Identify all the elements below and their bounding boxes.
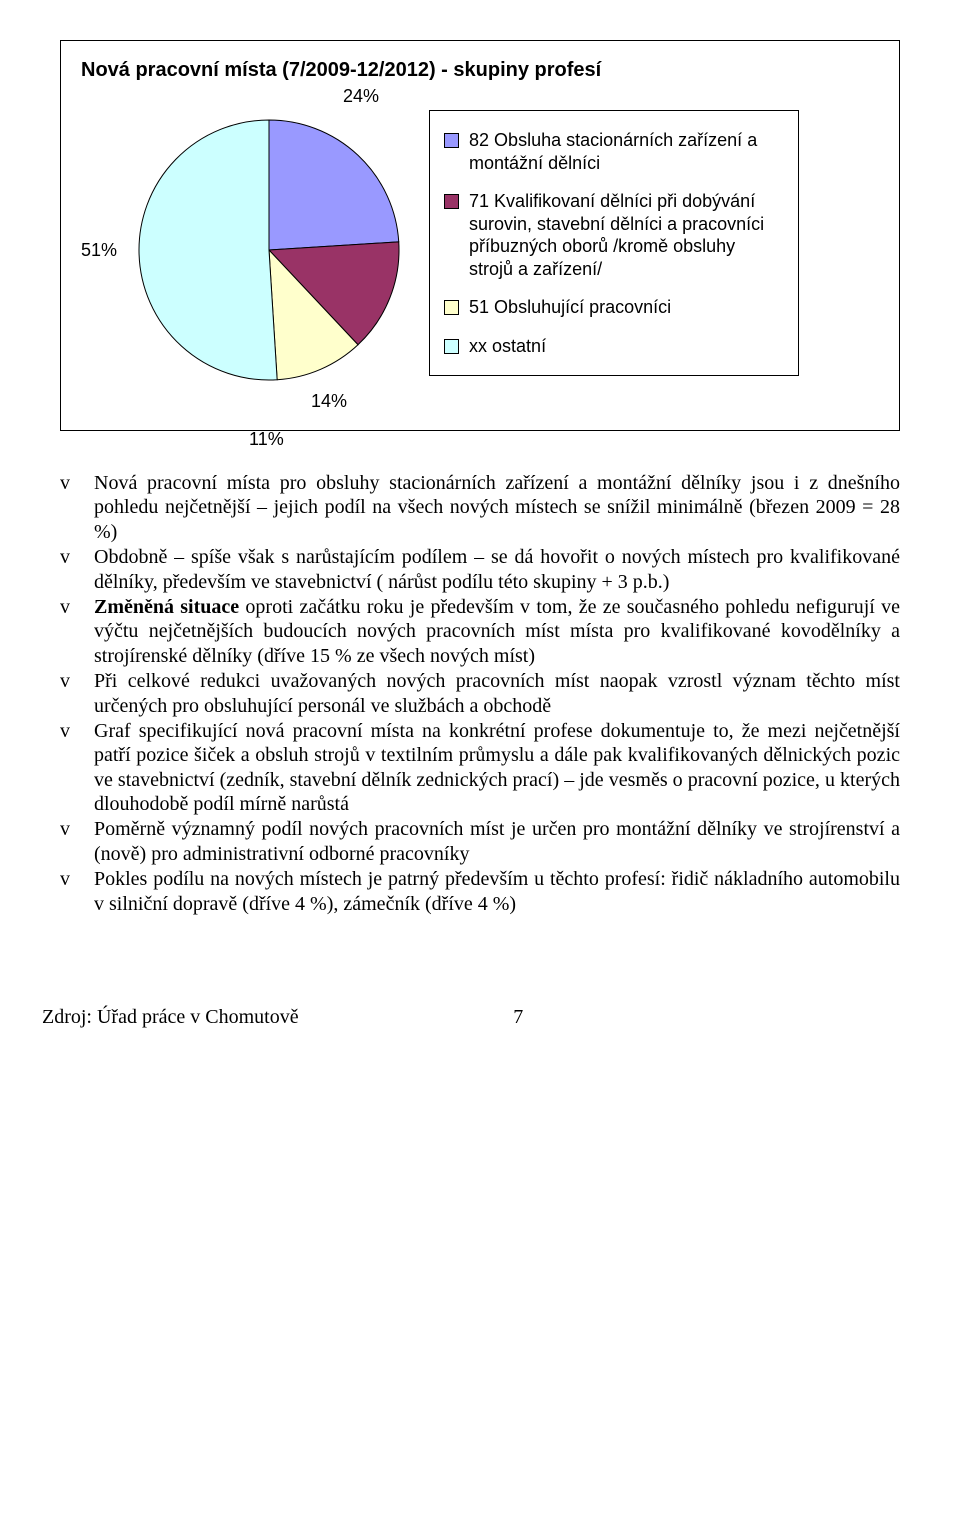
- chart-title: Nová pracovní místa (7/2009-12/2012) - s…: [81, 59, 879, 82]
- bullet-list: vNová pracovní místa pro obsluhy stacion…: [60, 471, 900, 916]
- legend-swatch: [444, 194, 459, 209]
- legend-item: 71 Kvalifikovaní dělníci při dobývání su…: [444, 182, 784, 288]
- legend-item: xx ostatní: [444, 327, 784, 366]
- bullet-marker: v: [60, 595, 94, 619]
- bullet-marker: v: [60, 719, 94, 743]
- bullet-item: vGraf specifikující nová pracovní místa …: [60, 719, 900, 817]
- chart-frame: Nová pracovní místa (7/2009-12/2012) - s…: [60, 40, 900, 431]
- legend-item: 82 Obsluha stacionárních zařízení a mont…: [444, 121, 784, 182]
- chart-body: 51% 24% 14% 11% 82 Obsluha stacionárních…: [81, 110, 879, 390]
- bullet-marker: v: [60, 545, 94, 569]
- bullet-item: vObdobně – spíše však s narůstajícím pod…: [60, 545, 900, 594]
- pie-wrap: 24% 14% 11%: [129, 110, 409, 390]
- slice-label-24: 24%: [343, 86, 379, 107]
- bullet-text: Při celkové redukci uvažovaných nových p…: [94, 669, 900, 718]
- pie-chart: [129, 110, 409, 390]
- bullet-text: Obdobně – spíše však s narůstajícím podí…: [94, 545, 900, 594]
- legend-label: 71 Kvalifikovaní dělníci při dobývání su…: [469, 190, 784, 280]
- bullet-item: vZměněná situace oproti začátku roku je …: [60, 595, 900, 668]
- bullet-text: Změněná situace oproti začátku roku je p…: [94, 595, 900, 668]
- legend-label: 51 Obsluhující pracovníci: [469, 296, 671, 319]
- slice-label-11: 11%: [249, 429, 284, 450]
- bullet-text: Poměrně významný podíl nových pracovních…: [94, 817, 900, 866]
- bullet-item: vPři celkové redukci uvažovaných nových …: [60, 669, 900, 718]
- bullet-marker: v: [60, 669, 94, 693]
- legend-swatch: [444, 133, 459, 148]
- bullet-item: vPokles podílu na nových místech je patr…: [60, 867, 900, 916]
- legend-swatch: [444, 339, 459, 354]
- bullet-text: Nová pracovní místa pro obsluhy stacioná…: [94, 471, 900, 544]
- slice-label-14: 14%: [311, 391, 347, 412]
- pie-slice: [139, 120, 277, 380]
- page-number: 7: [317, 1006, 720, 1029]
- bullet-text: Pokles podílu na nových místech je patrn…: [94, 867, 900, 916]
- page-footer: Zdroj: Úřad práce v Chomutově 7: [60, 1006, 900, 1029]
- slice-label-51: 51%: [81, 240, 117, 261]
- legend-swatch: [444, 300, 459, 315]
- bullet-item: vPoměrně významný podíl nových pracovníc…: [60, 817, 900, 866]
- bullet-item: vNová pracovní místa pro obsluhy stacion…: [60, 471, 900, 544]
- bullet-marker: v: [60, 471, 94, 495]
- source-line: Zdroj: Úřad práce v Chomutově: [42, 1006, 299, 1029]
- pie-slice: [269, 120, 399, 250]
- legend-item: 51 Obsluhující pracovníci: [444, 288, 784, 327]
- legend-label: 82 Obsluha stacionárních zařízení a mont…: [469, 129, 784, 174]
- bullet-marker: v: [60, 817, 94, 841]
- bullet-marker: v: [60, 867, 94, 891]
- chart-legend: 82 Obsluha stacionárních zařízení a mont…: [429, 110, 799, 376]
- bullet-bold-lead: Změněná situace: [94, 596, 239, 618]
- bullet-text: Graf specifikující nová pracovní místa n…: [94, 719, 900, 817]
- legend-label: xx ostatní: [469, 335, 546, 358]
- chart-left: 51% 24% 14% 11%: [81, 110, 409, 390]
